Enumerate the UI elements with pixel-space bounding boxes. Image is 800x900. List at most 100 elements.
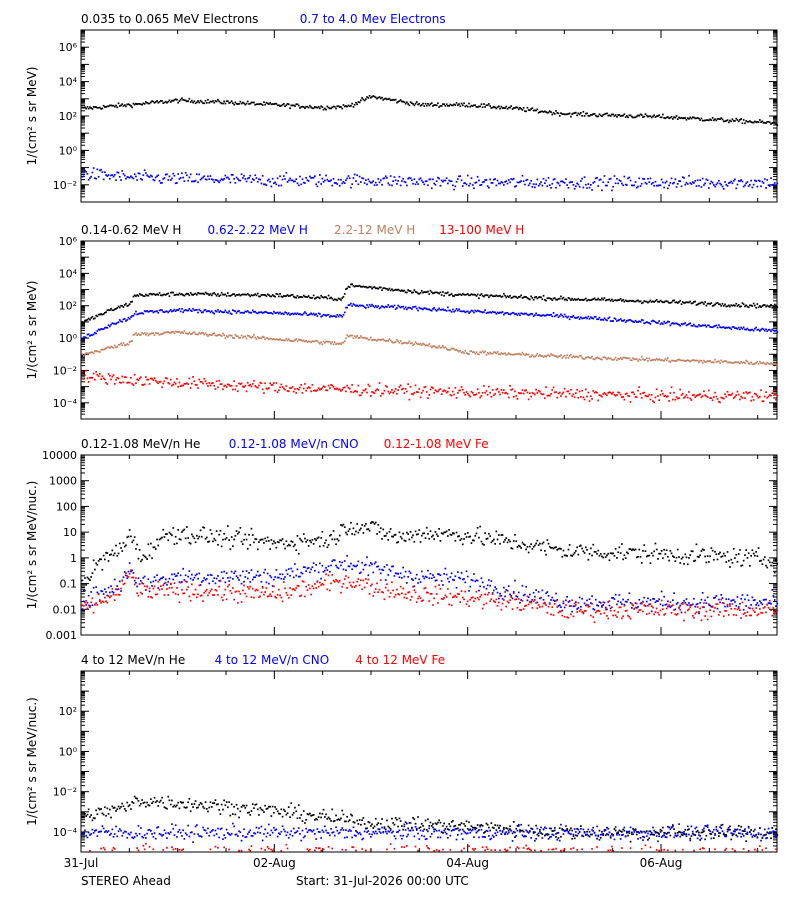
data-point	[396, 572, 398, 575]
data-point	[690, 359, 693, 362]
data-point	[173, 308, 176, 311]
data-point	[101, 348, 104, 351]
data-point	[215, 179, 218, 181]
data-point	[324, 569, 326, 572]
data-point	[452, 295, 454, 297]
data-point	[635, 299, 638, 302]
data-point	[408, 176, 411, 179]
data-point	[725, 395, 728, 398]
data-point	[270, 185, 273, 188]
data-point	[383, 535, 386, 537]
data-point	[269, 295, 271, 298]
data-point	[152, 100, 155, 103]
data-point	[624, 357, 627, 359]
data-point	[500, 181, 503, 183]
data-point	[408, 570, 411, 573]
data-point	[721, 555, 724, 558]
data-point	[378, 568, 381, 571]
data-point	[650, 320, 653, 323]
data-point	[592, 317, 595, 320]
data-point	[131, 569, 133, 572]
data-point	[327, 340, 330, 343]
data-point	[494, 178, 496, 180]
data-point	[432, 534, 434, 537]
data-point	[204, 579, 207, 581]
data-point	[571, 356, 573, 359]
data-point	[391, 99, 393, 101]
data-point	[301, 296, 304, 299]
data-point	[100, 168, 102, 171]
data-point	[131, 300, 133, 303]
data-point	[503, 352, 505, 355]
data-point	[82, 590, 85, 592]
data-point	[358, 284, 361, 287]
data-point	[660, 322, 663, 324]
data-point	[297, 552, 300, 555]
data-point	[396, 183, 398, 185]
data-point	[346, 287, 348, 290]
data-point	[614, 548, 617, 550]
data-point	[713, 361, 715, 364]
data-point	[393, 99, 396, 101]
data-point	[478, 536, 480, 539]
data-point	[735, 187, 738, 190]
data-point	[475, 310, 478, 313]
data-point	[653, 401, 655, 404]
data-point	[189, 309, 192, 312]
data-point	[720, 556, 723, 558]
data-point	[435, 180, 438, 182]
data-point	[700, 325, 703, 327]
data-point	[148, 554, 151, 557]
data-point	[647, 301, 649, 304]
data-point	[727, 326, 730, 329]
data-point	[249, 544, 252, 546]
data-point	[670, 322, 673, 325]
data-point	[603, 113, 606, 116]
data-point	[481, 391, 484, 394]
data-point	[250, 336, 253, 339]
data-point	[607, 114, 610, 117]
data-point	[657, 300, 659, 303]
data-point	[353, 533, 356, 536]
data-point	[237, 335, 239, 338]
data-point	[735, 117, 738, 120]
data-point	[191, 310, 193, 312]
data-point	[246, 381, 249, 384]
data-point	[585, 297, 587, 300]
data-point	[459, 105, 462, 108]
data-point	[591, 317, 593, 319]
data-point	[587, 391, 590, 394]
data-point	[577, 553, 580, 556]
data-point	[632, 299, 634, 302]
data-point	[386, 564, 388, 566]
data-point	[263, 571, 265, 574]
data-point	[203, 526, 206, 529]
data-point	[519, 181, 521, 183]
data-point	[510, 178, 513, 180]
data-point	[107, 309, 110, 311]
data-point	[680, 303, 683, 305]
data-point	[340, 299, 342, 301]
data-point	[419, 396, 422, 399]
data-point	[422, 575, 424, 578]
data-point	[463, 293, 465, 296]
data-point	[444, 567, 447, 570]
data-point	[727, 559, 730, 562]
data-point	[592, 113, 595, 115]
data-point	[485, 312, 488, 315]
data-point	[658, 552, 660, 555]
data-point	[117, 552, 120, 555]
data-point	[406, 184, 408, 187]
data-point	[227, 100, 229, 102]
data-point	[732, 180, 735, 182]
data-point	[260, 103, 263, 105]
data-point	[217, 334, 219, 336]
data-point	[642, 177, 644, 180]
data-point	[279, 105, 281, 107]
data-point	[341, 524, 344, 527]
data-point	[655, 115, 658, 118]
data-point	[377, 305, 380, 307]
data-point	[107, 346, 110, 349]
data-point	[454, 294, 457, 296]
data-point	[324, 342, 326, 344]
